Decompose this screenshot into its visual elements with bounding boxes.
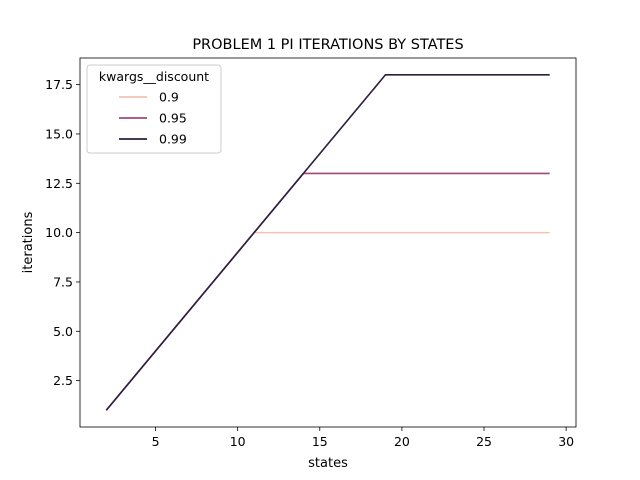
series-line-1 — [105, 172, 550, 411]
x-tick-label: 10 — [230, 434, 246, 449]
y-axis: 2.5 5.0 7.5 10.0 12.5 15.0 17.5 — [45, 77, 80, 388]
y-tick-label: 12.5 — [45, 176, 73, 191]
legend-box — [86, 64, 222, 154]
plot-lines — [105, 73, 550, 411]
series-line-2 — [105, 73, 550, 411]
y-tick-label: 5.0 — [53, 324, 73, 339]
x-tick-label: 25 — [476, 434, 492, 449]
legend-title: kwargs__discount — [99, 69, 209, 84]
y-tick-label: 17.5 — [45, 77, 73, 92]
legend-label-2: 0.99 — [159, 132, 187, 147]
legend-label-0: 0.9 — [159, 90, 179, 105]
y-tick-label: 10.0 — [45, 225, 73, 240]
legend: kwargs__discount 0.9 0.95 0.99 — [86, 64, 222, 154]
chart-title: PROBLEM 1 PI ITERATIONS BY STATES — [192, 37, 463, 53]
x-tick-label: 30 — [558, 434, 574, 449]
x-axis-label: states — [308, 456, 348, 471]
y-tick-label: 7.5 — [53, 274, 73, 289]
series-line-0 — [105, 231, 550, 411]
x-tick-label: 15 — [312, 434, 328, 449]
legend-items: 0.9 0.95 0.99 — [119, 90, 187, 147]
x-tick-label: 20 — [394, 434, 410, 449]
y-tick-label: 15.0 — [45, 126, 73, 141]
x-axis: 5 10 15 20 25 30 — [152, 427, 574, 449]
plot-frame — [79, 57, 577, 428]
x-tick-label: 5 — [152, 434, 160, 449]
y-tick-label: 2.5 — [53, 373, 73, 388]
legend-label-1: 0.95 — [159, 111, 187, 126]
y-axis-label: iterations — [21, 211, 36, 273]
